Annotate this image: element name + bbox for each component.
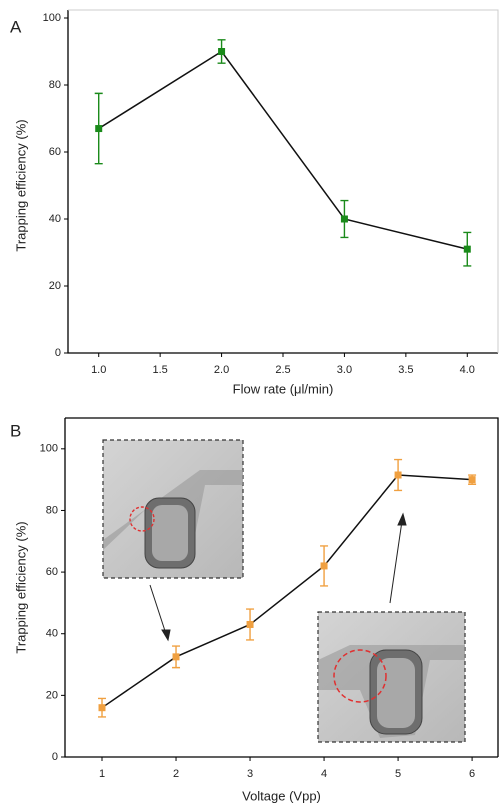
x-tick-label: 5	[395, 768, 401, 780]
y-tick-label: 40	[46, 628, 58, 640]
axis-frame-top-right	[65, 417, 499, 757]
y-tick-label: 60	[49, 146, 61, 158]
y-tick-label: 60	[46, 566, 58, 578]
x-tick-label: 1	[99, 768, 105, 780]
marker	[468, 476, 476, 484]
y-axis-label: Trapping efficiency (%)	[13, 521, 28, 653]
marker	[95, 125, 103, 133]
marker	[340, 215, 348, 223]
inset-bottom	[317, 611, 466, 743]
marker	[463, 245, 471, 253]
y-tick-label: 0	[52, 751, 58, 763]
marker	[320, 562, 328, 570]
inset-top	[102, 439, 244, 579]
chart: 0 20 40 60 80 100 1 2 3 4 5 6 Voltage (Vpp) Trapping …	[10, 417, 499, 803]
x-tick-label: 4	[321, 768, 327, 780]
x-axis-label: Flow rate (μl/min)	[233, 381, 334, 396]
x-tick-label: 2.5	[275, 364, 290, 376]
x-axis-label: Voltage (Vpp)	[242, 788, 321, 803]
x-tick-label: 1.5	[152, 364, 167, 376]
x-tick-label: 3	[247, 768, 253, 780]
marker	[246, 620, 254, 628]
panel-label: A	[10, 17, 22, 36]
x-tick-label: 4.0	[460, 364, 475, 376]
marker	[394, 471, 402, 479]
marker	[172, 653, 180, 661]
y-tick-label: 100	[43, 12, 61, 24]
y-tick-label: 0	[55, 347, 61, 359]
x-tick-label: 1.0	[91, 364, 106, 376]
chart: 0 20 40 60 80 100 1.0 1.5 2.0 2.5 3.0 3.5 4.0 Flow ra…	[10, 9, 499, 396]
y-tick-label: 20	[46, 689, 58, 701]
x-tick-label: 3.0	[337, 364, 352, 376]
axis-frame-top-right	[68, 9, 499, 353]
x-tick-label: 2.0	[214, 364, 229, 376]
y-tick-label: 20	[49, 280, 61, 292]
series-line	[101, 474, 473, 709]
marker	[218, 48, 226, 55]
arrows	[149, 512, 407, 642]
axis-frame	[67, 10, 498, 354]
y-tick-label: 80	[46, 504, 58, 516]
x-tick-label: 6	[469, 768, 475, 780]
y-tick-label: 80	[49, 79, 61, 91]
y-tick-label: 40	[49, 213, 61, 225]
marker	[98, 704, 106, 712]
y-tick-label: 100	[40, 443, 58, 455]
series-line	[98, 50, 468, 250]
panel-label: B	[10, 421, 21, 440]
x-tick-label: 3.5	[398, 364, 413, 376]
x-tick-label: 2	[173, 768, 179, 780]
y-axis-label: Trapping efficiency (%)	[13, 119, 28, 251]
